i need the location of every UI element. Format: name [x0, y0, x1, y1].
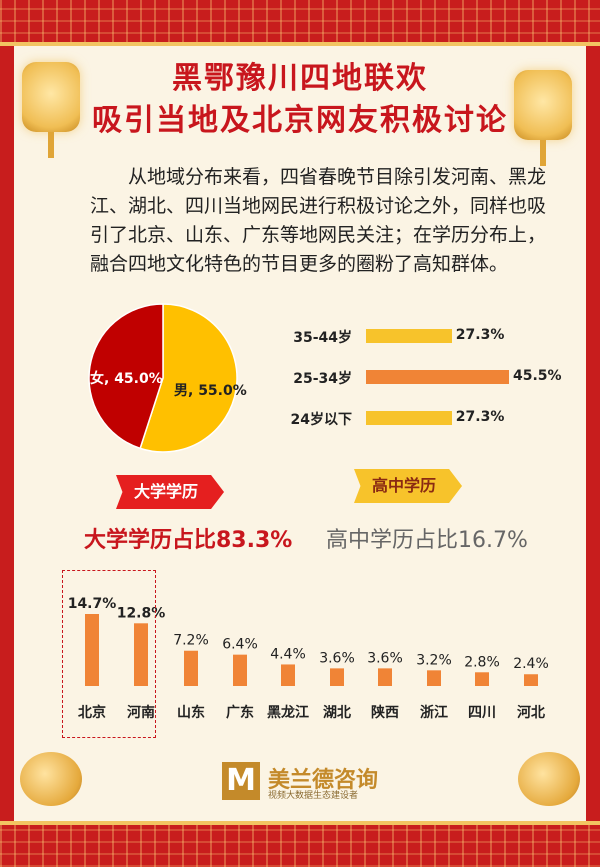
age-bar — [366, 329, 452, 343]
lantern-icon — [22, 62, 80, 158]
left-border — [0, 46, 14, 821]
region-value-label: 14.7% — [68, 596, 117, 612]
top-border-pattern — [0, 0, 600, 46]
region-bar — [85, 614, 99, 686]
age-bar — [366, 411, 452, 425]
pie-slice — [139, 303, 238, 453]
page-title: 黑鄂豫川四地联欢 吸引当地及北京网友积极讨论 — [0, 58, 600, 142]
region-value-label: 3.6% — [367, 650, 403, 666]
region-category-label: 浙江 — [420, 704, 448, 721]
region-bar — [427, 670, 441, 686]
highschool-ratio: 高中学历占比16.7% — [326, 528, 528, 553]
region-category-label: 四川 — [468, 705, 496, 721]
region-bar — [330, 668, 344, 686]
region-bar — [475, 672, 489, 686]
region-value-label: 2.4% — [513, 656, 549, 672]
pie-slice — [88, 303, 164, 450]
coin-decoration-icon — [20, 752, 82, 806]
region-value-label: 7.2% — [173, 633, 209, 649]
university-tag: 大学学历 — [116, 475, 225, 509]
region-bar — [134, 623, 148, 686]
university-ratio: 大学学历占比83.3% — [84, 528, 293, 553]
intro-paragraph: 从地域分布来看，四省春晚节目除引发河南、黑龙江、湖北、四川当地网民进行积极讨论之… — [90, 166, 547, 275]
region-value-label: 6.4% — [222, 637, 258, 653]
region-value-label: 2.8% — [464, 654, 500, 670]
region-category-label: 广东 — [226, 704, 254, 721]
region-bar — [184, 650, 198, 686]
bottom-border-pattern — [0, 821, 600, 867]
age-label: 35-44岁 — [293, 330, 352, 346]
age-label: 24岁以下 — [290, 412, 352, 428]
region-category-label: 陕西 — [371, 704, 399, 721]
brand-logo: M 美兰德咨询 视频大数据生态建设者 — [222, 762, 392, 802]
pie-label-female: 女, 45.0% — [90, 370, 163, 387]
region-category-label: 湖北 — [323, 705, 351, 721]
region-category-label: 河南 — [127, 704, 155, 721]
region-bar — [281, 664, 295, 686]
age-value-label: 45.5% — [513, 368, 562, 384]
pie-label-male: 男, 55.0% — [174, 383, 247, 399]
gender-pie-chart: 男, 55.0% 女, 45.0% — [88, 303, 247, 453]
region-value-label: 4.4% — [270, 646, 306, 662]
title-line-1: 黑鄂豫川四地联欢 — [172, 61, 428, 96]
age-value-label: 27.3% — [455, 409, 505, 425]
region-bar — [233, 654, 247, 686]
region-category-label: 河北 — [517, 704, 545, 721]
region-category-label: 黑龙江 — [267, 704, 309, 721]
region-bar — [378, 668, 392, 686]
region-value-label: 12.8% — [117, 605, 166, 621]
region-category-label: 山东 — [177, 704, 205, 721]
lantern-icon — [514, 70, 572, 166]
right-border — [586, 46, 600, 821]
age-value-label: 27.3% — [455, 327, 505, 343]
region-bar-chart: 14.7% 北京 12.8% 河南 7.2% 山东 6.4% 广东 4.4% 黑龙江 3.6% 湖北 3… — [68, 596, 549, 721]
logo-name: 美兰德咨询 — [268, 768, 379, 793]
region-value-label: 3.2% — [416, 652, 452, 668]
coin-decoration-icon — [518, 752, 580, 806]
highlight-box — [62, 570, 156, 738]
age-label: 25-34岁 — [293, 371, 352, 387]
region-value-label: 3.6% — [319, 650, 355, 666]
logo-mark: M — [222, 762, 260, 800]
title-line-2: 吸引当地及北京网友积极讨论 — [92, 103, 508, 138]
region-bar — [524, 674, 538, 686]
logo-subtitle: 视频大数据生态建设者 — [268, 791, 359, 801]
highschool-tag: 高中学历 — [354, 469, 463, 503]
age-bar — [366, 370, 509, 384]
region-category-label: 北京 — [78, 704, 106, 721]
